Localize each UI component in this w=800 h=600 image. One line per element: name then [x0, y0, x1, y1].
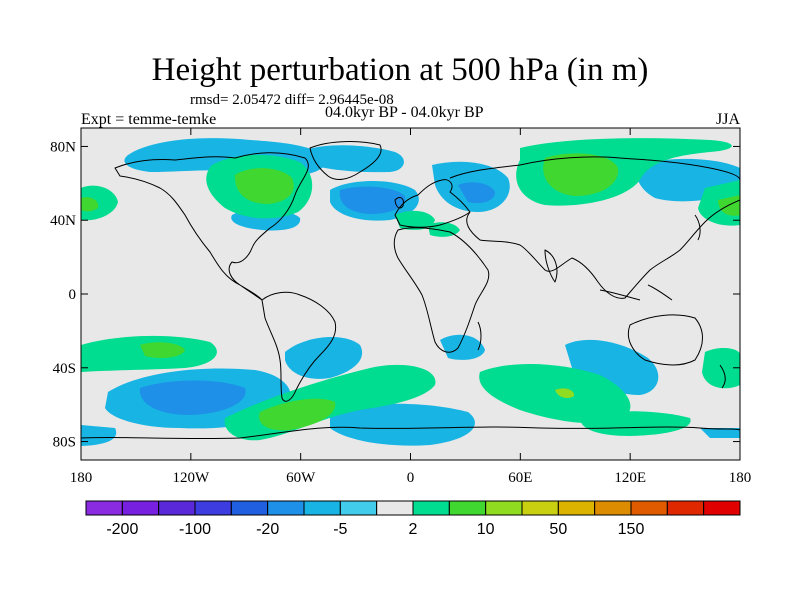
coastlines	[81, 141, 740, 440]
colorbar-box	[194, 500, 232, 516]
colorbar-box	[85, 500, 123, 516]
coastline-japan	[694, 214, 701, 241]
colorbar-box	[158, 500, 196, 516]
colorbar-box	[412, 500, 450, 516]
coastline-madagascar	[477, 321, 482, 351]
colorbar-box	[448, 500, 487, 516]
lat-tick-label: 80S	[53, 435, 76, 451]
lon-tick-label: 180	[729, 470, 752, 486]
coastline-antarctica	[81, 426, 740, 440]
lat-tick-label: 80N	[50, 139, 76, 155]
anomaly-region-strong	[458, 182, 495, 204]
period-label: 04.0kyr BP - 04.0kyr BP	[325, 104, 484, 121]
anomaly-region-strong	[339, 186, 406, 214]
anomaly-region	[330, 403, 475, 446]
lat-tick-label: 40S	[53, 361, 76, 377]
lat-tick-label: 0	[69, 287, 77, 303]
colorbar-box	[230, 500, 269, 516]
colorbar-label: 50	[549, 521, 567, 538]
coastline-india	[544, 249, 558, 283]
colorbar-box	[376, 500, 414, 516]
anomaly-region-strong	[140, 342, 185, 358]
anomaly-region	[305, 145, 404, 173]
colorbar-box	[666, 500, 705, 516]
coastline-north-america	[114, 152, 309, 301]
colorbar-box	[303, 500, 341, 516]
anomaly-region-strong	[81, 197, 99, 212]
stats-line: rmsd= 2.05472 diff= 2.96445e-08	[190, 92, 394, 108]
anomaly-region-strong	[234, 168, 294, 204]
colorbar: -200 -100 -20 -5 2 10 50 150	[85, 500, 741, 538]
anomaly-region	[395, 210, 435, 230]
anomaly-region-strong	[555, 388, 575, 398]
anomaly-region	[702, 348, 740, 389]
anomaly-region-strong	[543, 153, 619, 196]
coastline-asia	[449, 156, 740, 299]
anomaly-region	[285, 336, 363, 379]
lon-tick-label: 120W	[172, 470, 210, 486]
plot-title: Height perturbation at 500 hPa (in m)	[151, 52, 649, 88]
coastline-new-zealand	[719, 364, 726, 389]
anomaly-region	[479, 364, 631, 424]
lon-tick-label: 180	[70, 470, 93, 486]
anomaly-region-strong	[259, 398, 336, 431]
colorbar-label: 10	[477, 521, 495, 538]
anomaly-region	[81, 185, 118, 221]
colorbar-box	[485, 500, 523, 516]
lon-tick-label: 120E	[614, 470, 646, 486]
colorbar-box	[630, 500, 668, 516]
coastline-south-america	[261, 291, 337, 402]
anomaly-region	[580, 411, 691, 436]
lon-tick-label: 0	[407, 470, 415, 486]
colorbar-label: 150	[618, 521, 645, 538]
anomaly-region	[565, 339, 659, 395]
colorbar-box	[339, 500, 378, 516]
season-label: JJA	[716, 111, 741, 128]
colorbar-label: -5	[333, 521, 347, 538]
anomaly-region	[440, 334, 485, 360]
coastline-indonesia	[599, 284, 673, 301]
negative-anomaly-regions	[81, 138, 740, 446]
axis-ticks: 80N 40N 0 40S 80S 180 120W 60W 0 60E 120E 180	[50, 128, 751, 486]
anomaly-region	[81, 425, 117, 446]
colorbar-box	[594, 500, 632, 516]
anomaly-fields	[81, 138, 740, 446]
coastline-uk	[394, 197, 404, 209]
colorbar-label: -100	[179, 521, 211, 538]
colorbar-box	[267, 500, 305, 516]
coastline-australia	[627, 314, 703, 366]
anomaly-region	[700, 428, 740, 438]
colorbar-box	[557, 500, 596, 516]
coastline-africa	[393, 227, 490, 353]
colorbar-label: 2	[409, 521, 418, 538]
positive-anomaly-regions	[81, 138, 740, 441]
colorbar-label: -20	[256, 521, 279, 538]
colorbar-label: -200	[106, 521, 138, 538]
experiment-label: Expt = temme-temke	[81, 111, 217, 128]
lat-tick-label: 40N	[50, 213, 76, 229]
lon-tick-label: 60W	[286, 470, 316, 486]
coastline-greenland	[309, 141, 382, 180]
lon-tick-label: 60E	[508, 470, 532, 486]
colorbar-box	[521, 500, 559, 516]
colorbar-box	[703, 500, 741, 516]
colorbar-box	[121, 500, 160, 516]
coastline-europe	[394, 179, 471, 228]
anomaly-region-strong	[139, 380, 246, 415]
